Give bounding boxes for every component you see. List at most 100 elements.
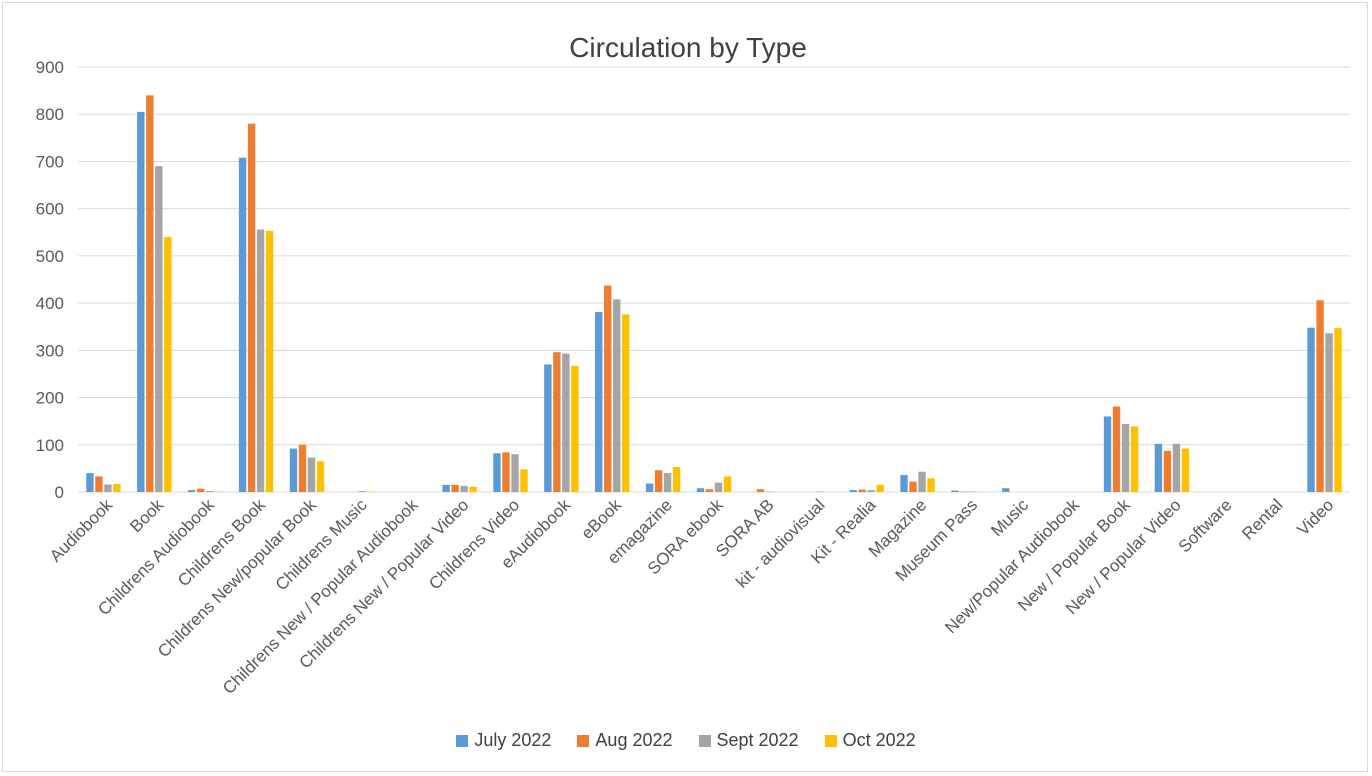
bar xyxy=(867,490,875,492)
y-tick-label: 400 xyxy=(36,294,64,313)
bar xyxy=(858,489,866,492)
bar xyxy=(622,314,630,492)
bar xyxy=(197,488,205,492)
bar xyxy=(265,230,274,493)
bar xyxy=(469,486,477,492)
bar xyxy=(520,469,528,492)
x-tick-label: Book xyxy=(126,495,167,536)
bar xyxy=(553,352,561,492)
bar xyxy=(502,452,510,492)
bar xyxy=(663,473,672,492)
bar xyxy=(256,229,265,492)
bar xyxy=(104,484,112,492)
y-tick-label: 500 xyxy=(36,247,64,266)
bar xyxy=(1002,488,1010,492)
bar xyxy=(562,353,570,492)
legend-label: Oct 2022 xyxy=(842,730,916,750)
bar xyxy=(951,490,959,492)
bar xyxy=(493,453,501,492)
legend-label: Aug 2022 xyxy=(595,730,673,750)
x-tick-label: Childrens Video xyxy=(425,495,523,593)
bar xyxy=(1334,328,1342,492)
bar xyxy=(1130,426,1139,492)
x-tick-label: eBook xyxy=(578,495,626,543)
bar xyxy=(146,95,154,492)
legend-label: Sept 2022 xyxy=(716,730,799,750)
x-tick-label: kit - audiovisual xyxy=(732,495,828,591)
bars xyxy=(86,95,1342,493)
bar xyxy=(645,483,654,492)
legend-item: July 2022 xyxy=(456,730,551,751)
legend-item: Sept 2022 xyxy=(698,730,799,751)
x-tick-label: Rental xyxy=(1238,495,1286,543)
bar xyxy=(1163,450,1172,492)
bar xyxy=(316,461,325,492)
bar xyxy=(544,364,552,492)
legend-swatch xyxy=(824,734,837,747)
bar xyxy=(358,491,367,492)
bar xyxy=(238,157,247,493)
bar xyxy=(113,483,121,492)
bar xyxy=(1121,424,1130,492)
bar xyxy=(900,475,908,492)
x-tick-label: Childrens Book xyxy=(174,495,269,590)
x-tick-label: Software xyxy=(1175,495,1236,556)
y-tick-label: 800 xyxy=(36,105,64,124)
y-tick-label: 100 xyxy=(36,436,64,455)
bar xyxy=(723,476,732,492)
bar xyxy=(1181,448,1190,492)
bar xyxy=(298,444,307,492)
bar xyxy=(927,478,935,492)
y-tick-label: 0 xyxy=(55,483,64,502)
bar xyxy=(1325,333,1333,492)
legend-swatch xyxy=(456,734,469,747)
bar xyxy=(1112,406,1121,492)
x-tick-label: Audiobook xyxy=(46,495,117,566)
bar xyxy=(442,484,450,492)
bar xyxy=(137,111,145,493)
bar xyxy=(460,485,468,492)
bar xyxy=(289,448,298,492)
legend-item: Oct 2022 xyxy=(824,730,916,751)
bar xyxy=(613,299,621,492)
x-tick-label: Music xyxy=(987,495,1032,540)
bar xyxy=(1316,300,1324,492)
bar xyxy=(918,471,926,492)
legend-label: July 2022 xyxy=(474,730,552,750)
y-tick-label: 200 xyxy=(36,389,64,408)
bar xyxy=(705,489,714,492)
bar xyxy=(164,237,172,492)
bar xyxy=(672,466,681,492)
bar xyxy=(696,488,705,492)
bar xyxy=(604,285,612,492)
bar xyxy=(876,484,884,492)
bar xyxy=(451,484,459,492)
bar xyxy=(571,365,579,492)
legend-swatch xyxy=(698,734,711,747)
legend: July 2022 Aug 2022 Sept 2022 Oct 2022 xyxy=(0,730,1372,751)
bar xyxy=(1154,443,1163,492)
bar xyxy=(1172,443,1181,492)
y-tick-label: 900 xyxy=(36,58,64,77)
y-axis-ticks: 0 100 200 300 400 500 600 700 800 900 xyxy=(36,58,64,502)
bar xyxy=(307,457,316,492)
bar xyxy=(86,473,94,492)
bar xyxy=(247,123,256,493)
bar xyxy=(714,482,723,492)
y-tick-label: 300 xyxy=(36,341,64,360)
bar xyxy=(188,490,196,492)
bar xyxy=(849,490,857,492)
y-tick-label: 700 xyxy=(36,152,64,171)
chart-title: Circulation by Type xyxy=(569,32,807,63)
bar xyxy=(909,481,917,492)
bar xyxy=(756,489,765,492)
bar xyxy=(654,470,663,492)
y-tick-label: 600 xyxy=(36,200,64,219)
x-tick-label: Childrens Music xyxy=(272,495,371,594)
bar xyxy=(206,491,214,492)
legend-swatch xyxy=(577,734,590,747)
legend-item: Aug 2022 xyxy=(577,730,673,751)
